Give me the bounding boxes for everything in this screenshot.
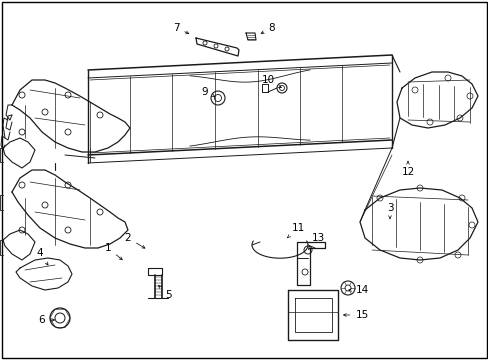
Text: 5: 5 [158, 285, 171, 300]
Text: 1: 1 [104, 243, 122, 260]
Text: 6: 6 [39, 315, 54, 325]
Text: 11: 11 [287, 223, 304, 238]
Text: 4: 4 [37, 248, 48, 265]
Text: 8: 8 [261, 23, 275, 33]
Text: 3: 3 [386, 203, 392, 219]
Text: 2: 2 [124, 233, 144, 248]
Text: 15: 15 [343, 310, 368, 320]
Text: 10: 10 [261, 75, 281, 87]
Text: 12: 12 [401, 161, 414, 177]
Text: 9: 9 [201, 87, 214, 97]
Text: 14: 14 [348, 285, 368, 295]
Text: 7: 7 [172, 23, 188, 34]
Text: 13: 13 [308, 233, 324, 249]
